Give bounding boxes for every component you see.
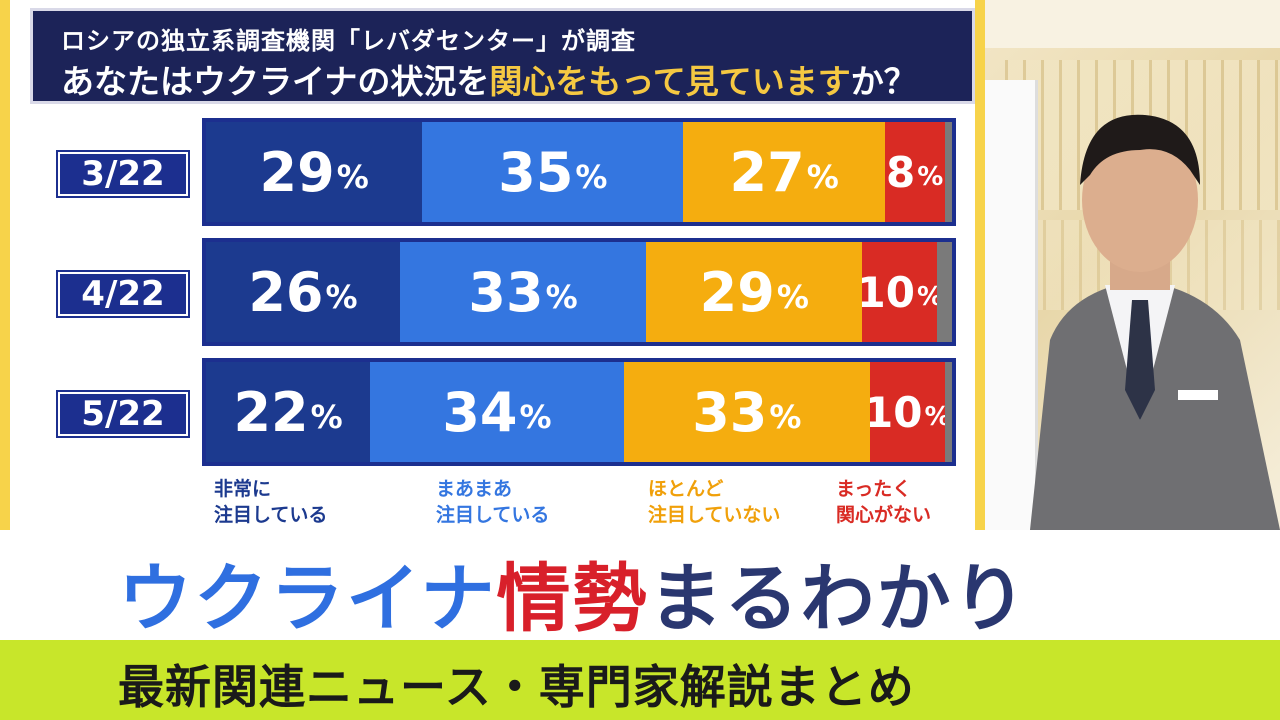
- bar-segment: 26%: [206, 242, 400, 342]
- caption-band: [0, 530, 1280, 640]
- bar-row: 29% 35% 27% 8%: [202, 118, 956, 226]
- data-label-unit: %: [917, 162, 944, 192]
- presenter-figure: [1030, 114, 1280, 530]
- data-label-unit: %: [575, 158, 608, 196]
- date-label: 3/22: [58, 152, 188, 196]
- data-label: 29: [259, 140, 335, 204]
- data-label-unit: %: [545, 278, 578, 316]
- title-highlight: 関心をもって見ています: [489, 62, 851, 101]
- chart-subtitle: ロシアの独立系調査機関「レバダセンター」が調査: [61, 27, 636, 55]
- data-label: 22: [233, 380, 309, 444]
- data-label: 33: [468, 260, 544, 324]
- bar-segment: 10%: [869, 362, 945, 462]
- bar-segment: 34%: [370, 362, 624, 462]
- data-label-unit: %: [519, 398, 552, 436]
- date-label: 5/22: [58, 392, 188, 436]
- legend-line: 注目している: [214, 504, 328, 526]
- data-label-unit: %: [325, 278, 358, 316]
- legend-line: 注目している: [436, 504, 550, 526]
- legend-line: 非常に: [214, 478, 272, 500]
- data-label-unit: %: [310, 398, 343, 436]
- data-label: 34: [442, 380, 518, 444]
- bar-segment: 33%: [623, 362, 870, 462]
- bar-segment: 29%: [206, 122, 423, 222]
- legend-entry: まったく 関心がない: [836, 476, 931, 528]
- chart-header: ロシアの独立系調査機関「レバダセンター」が調査 あなたはウクライナの状況を関心を…: [30, 8, 975, 104]
- bar-segment: 10%: [862, 242, 938, 342]
- legend-line: 注目していない: [648, 504, 781, 526]
- legend-line: ほとんど: [648, 478, 724, 500]
- data-label-unit: %: [924, 402, 944, 432]
- data-label: 10: [869, 387, 923, 437]
- bar-segment: 22%: [206, 362, 371, 462]
- legend-line: まったく: [836, 478, 912, 500]
- bar-segment: 8%: [884, 122, 945, 222]
- sub-caption-band: [0, 640, 1280, 720]
- data-label: 33: [692, 380, 768, 444]
- data-label-unit: %: [806, 158, 839, 196]
- bar-segment: 35%: [422, 122, 684, 222]
- bar-segment: 27%: [683, 122, 885, 222]
- data-label: 27: [729, 140, 805, 204]
- data-label: 8: [886, 147, 916, 197]
- legend-entry: まあまあ注目している: [436, 476, 549, 528]
- data-label: 29: [699, 260, 775, 324]
- sub-caption: 最新関連ニュース・専門家解説まとめ: [118, 660, 915, 714]
- chart-board: ロシアの独立系調査機関「レバダセンター」が調査 あなたはウクライナの状況を関心を…: [0, 0, 985, 530]
- data-label-unit: %: [769, 398, 802, 436]
- bar-row: 26%33%29%10%: [202, 238, 956, 346]
- bar-segment: 29%: [646, 242, 863, 342]
- legend-entry: ほとんど注目していない: [648, 476, 780, 528]
- data-label-unit: %: [917, 282, 937, 312]
- legend-line: まあまあ: [436, 478, 513, 500]
- bar-row: 22%34%33%10%: [202, 358, 956, 466]
- chart-title: あなたはウクライナの状況を関心をもって見ていますか？: [61, 62, 917, 101]
- bar-segment: 33%: [399, 242, 647, 342]
- data-label-unit: %: [336, 158, 369, 196]
- legend-line: 関心がない: [836, 504, 932, 526]
- data-label: 26: [248, 260, 324, 324]
- legend-entry: 非常に 注目している: [214, 476, 327, 528]
- data-label: 10: [862, 267, 915, 317]
- date-label: 4/22: [58, 272, 188, 316]
- data-label: 35: [498, 140, 574, 204]
- data-label-unit: %: [776, 278, 809, 316]
- main-caption: ウクライナ情勢まるわかり: [118, 556, 1029, 642]
